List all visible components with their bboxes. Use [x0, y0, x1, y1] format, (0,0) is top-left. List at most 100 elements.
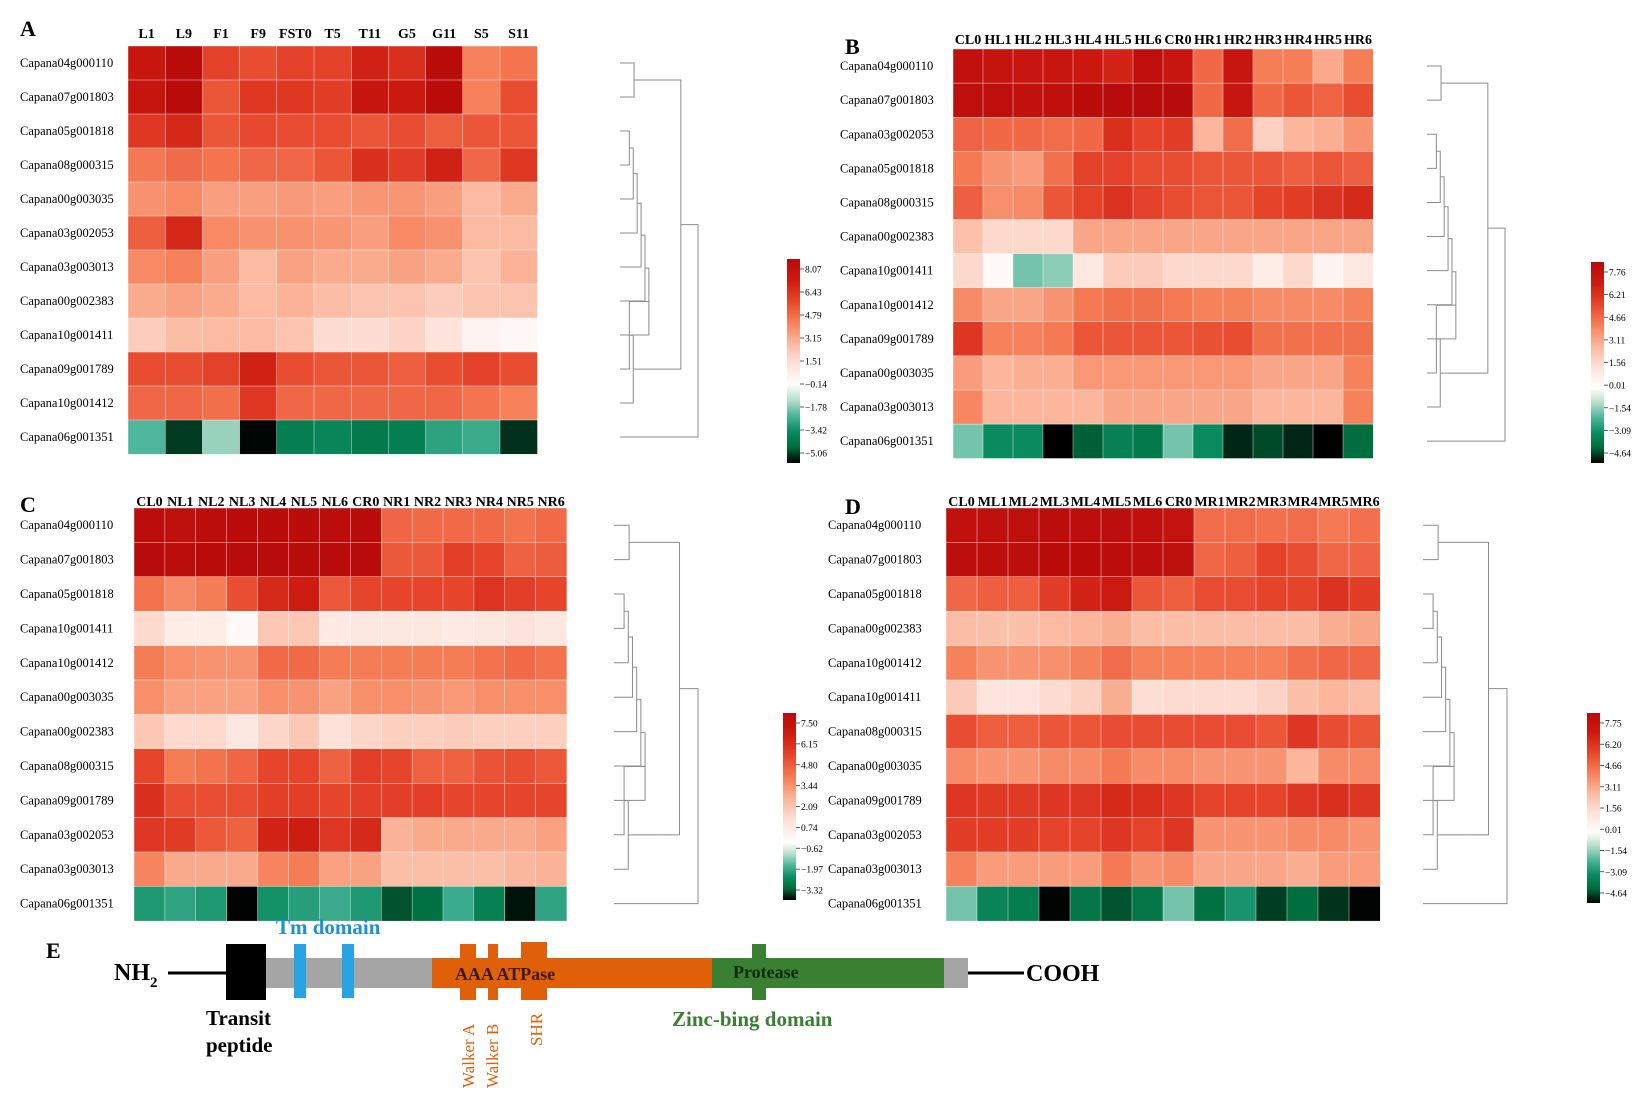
- heatmap-cell: [133, 714, 166, 750]
- heatmap-cell: [164, 542, 197, 578]
- heatmap-cell: [288, 817, 320, 853]
- heatmap-cell: [1038, 748, 1071, 784]
- row-label: Capana00g003035: [20, 192, 114, 206]
- row-label: Capana04g000110: [20, 56, 113, 70]
- heatmap-cell: [1102, 48, 1134, 84]
- heatmap-cell: [164, 283, 203, 319]
- heatmap-cell: [1072, 82, 1104, 118]
- heatmap-cell: [288, 679, 320, 715]
- heatmap-cell: [462, 113, 501, 149]
- heatmap-cell: [133, 576, 166, 612]
- dendrogram-a: [620, 62, 699, 438]
- column-label-nr2: NR2: [414, 495, 441, 510]
- colorbar-tick-label: 1.56: [1605, 805, 1622, 815]
- heatmap-cell: [499, 79, 538, 115]
- heatmap-cell: [1007, 851, 1040, 887]
- colorbar-tick-label: 4.79: [805, 312, 822, 322]
- heatmap-cell: [226, 679, 259, 715]
- heatmap-cell: [976, 817, 1009, 853]
- heatmap-cell: [1012, 82, 1044, 118]
- row-label: Capana07g001803: [20, 90, 114, 104]
- protease-block: [712, 958, 944, 988]
- panel-a-label: A: [20, 16, 36, 41]
- column-label-cr0: CR0: [352, 495, 379, 510]
- dendrogram-branch: [1423, 610, 1438, 664]
- heatmap-cell: [1193, 748, 1226, 784]
- heatmap-cell: [1100, 817, 1133, 853]
- heatmap-cell: [1286, 507, 1319, 543]
- heatmap-cell: [164, 181, 203, 217]
- column-label-mr6: MR6: [1349, 495, 1379, 510]
- heatmap-cell: [1255, 611, 1288, 647]
- heatmap-cell: [202, 215, 241, 251]
- heatmap-cell: [239, 385, 278, 421]
- heatmap-cell: [1222, 219, 1254, 255]
- heatmap-cell: [504, 611, 537, 647]
- heatmap-cell: [1132, 253, 1164, 289]
- heatmap-cell: [319, 576, 351, 612]
- heatmap-cell: [411, 542, 444, 578]
- tm-domain-bar-2: [342, 944, 354, 998]
- colorbar-tick-label: 0.01: [1605, 826, 1622, 836]
- heatmap-cell: [319, 542, 351, 578]
- heatmap-cell: [976, 611, 1009, 647]
- dendrogram-branch: [1423, 688, 1508, 905]
- heatmap-cell: [1224, 645, 1257, 681]
- heatmap-cell: [350, 714, 382, 750]
- heatmap-cell: [1069, 645, 1102, 681]
- colorbar-tick-label: 7.50: [801, 720, 818, 730]
- heatmap-cell: [1192, 219, 1224, 255]
- heatmap-cell: [411, 851, 444, 887]
- heatmap-cell: [952, 423, 984, 459]
- heatmap-cell: [350, 817, 382, 853]
- heatmap-cell: [982, 321, 1014, 357]
- heatmap-cell: [442, 679, 475, 715]
- column-label-nr1: NR1: [383, 495, 410, 510]
- heatmap-cell: [1193, 783, 1226, 819]
- heatmap-cell: [1342, 82, 1374, 118]
- heatmap-cell: [276, 283, 315, 319]
- heatmap-cell: [1282, 355, 1314, 391]
- walker-b-bar: [488, 944, 498, 1000]
- column-label-hl4: HL4: [1074, 33, 1101, 48]
- heatmap-cell: [257, 611, 290, 647]
- heatmap-cell: [1342, 423, 1374, 459]
- heatmap-cell: [1312, 423, 1344, 459]
- heatmap-cell: [257, 679, 290, 715]
- heatmap-cell: [1192, 355, 1224, 391]
- heatmap-cell: [1072, 355, 1104, 391]
- heatmap-cell: [473, 817, 506, 853]
- heatmap-cell: [226, 507, 259, 543]
- heatmap-cell: [1100, 851, 1133, 887]
- heatmap-cell: [1162, 185, 1194, 220]
- column-label-f1: F1: [213, 27, 229, 42]
- column-label-nr6: NR6: [538, 495, 565, 510]
- walker-a-bar: [460, 944, 476, 1000]
- heatmap-cell: [164, 351, 203, 387]
- heatmap-cell: [164, 851, 197, 887]
- row-label: Capana10g001412: [840, 298, 934, 312]
- heatmap-cell: [133, 783, 166, 819]
- row-label: Capana10g001412: [828, 656, 922, 670]
- row-label: Capana00g002383: [828, 621, 922, 635]
- column-label-l9: L9: [176, 27, 192, 42]
- heatmap-cell: [239, 249, 278, 285]
- heatmap-cell: [257, 576, 290, 612]
- dendrogram-branch: [1427, 206, 1449, 272]
- colorbar-tick-label: 3.11: [1609, 336, 1626, 346]
- heatmap-cell: [499, 385, 538, 421]
- dendrogram-branch: [614, 593, 625, 629]
- heatmap-cell: [952, 82, 984, 118]
- heatmap-cell: [976, 783, 1009, 819]
- heatmap-cell: [1007, 645, 1040, 681]
- heatmap-cell: [127, 79, 166, 115]
- heatmap-cell: [473, 576, 506, 612]
- heatmap-cell: [411, 748, 444, 784]
- heatmap-cell: [1100, 507, 1133, 543]
- heatmap-cell: [1038, 679, 1071, 715]
- column-label-hr1: HR1: [1194, 33, 1222, 48]
- heatmap-cell: [1131, 748, 1164, 784]
- heatmap-cell: [1255, 886, 1288, 922]
- heatmap-cell: [313, 419, 352, 455]
- heatmap-cell: [381, 851, 413, 887]
